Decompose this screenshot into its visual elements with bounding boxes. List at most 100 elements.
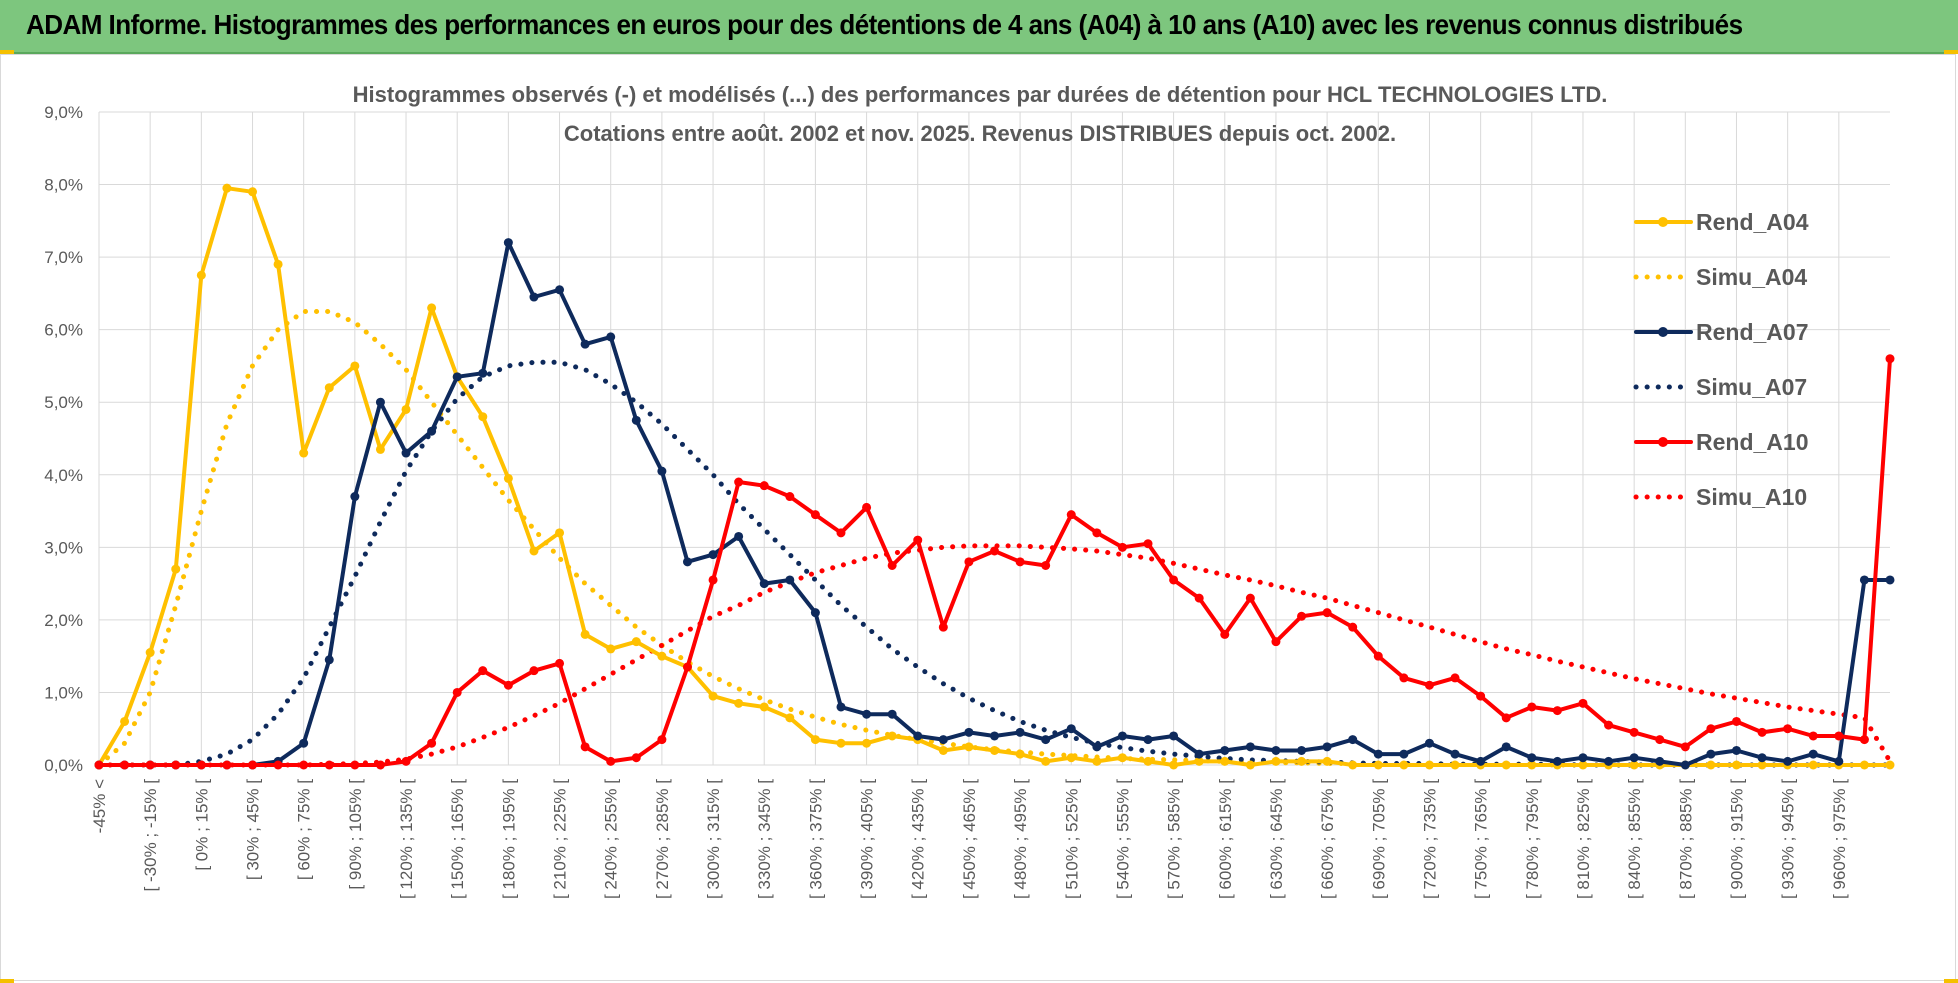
data-point-rend_a10 [401,756,411,766]
data-point-rend_a10 [1552,706,1562,716]
y-tick-label: 2,0% [44,611,83,630]
data-point-rend_a07 [1680,760,1690,770]
data-point-rend_a10 [120,760,130,770]
data-point-rend_a04 [1066,753,1076,763]
x-tick-label: [ 30% ; 45% [ [244,779,263,880]
data-point-rend_a04 [785,713,795,723]
data-point-rend_a10 [1117,542,1127,552]
data-point-rend_a10 [1169,575,1179,585]
x-tick-label: [ 840% ; 855% [ [1625,779,1644,899]
data-point-rend_a10 [529,666,539,676]
data-point-rend_a04 [1015,749,1025,759]
data-point-rend_a04 [555,528,565,538]
x-tick-label: [ 900% ; 915% [ [1727,779,1746,899]
x-tick-label: [ 300% ; 315% [ [704,779,723,899]
data-point-rend_a07 [1834,756,1844,766]
data-point-rend_a10 [1680,742,1690,752]
x-tick-label: [ 600% ; 615% [ [1216,779,1235,899]
data-point-rend_a07 [478,368,488,378]
data-point-rend_a07 [529,292,539,302]
data-point-rend_a07 [1092,742,1102,752]
data-point-rend_a07 [1348,735,1358,745]
x-tick-label: [ 0% ; 15% [ [192,779,211,871]
data-point-rend_a07 [503,238,513,248]
data-point-rend_a04 [1706,760,1716,770]
data-point-rend_a10 [375,760,385,770]
data-point-rend_a04 [1169,760,1179,770]
data-point-rend_a07 [324,655,334,665]
data-point-rend_a07 [1424,738,1434,748]
data-point-rend_a07 [1169,731,1179,741]
data-point-rend_a04 [222,183,232,193]
data-point-rend_a07 [580,339,590,349]
data-point-rend_a10 [1859,735,1869,745]
data-point-rend_a04 [1297,756,1307,766]
data-point-rend_a04 [657,651,667,661]
data-point-rend_a04 [580,629,590,639]
data-point-rend_a10 [785,492,795,502]
legend-marker [1658,217,1668,227]
y-tick-label: 0,0% [44,756,83,775]
x-tick-label: [ 120% ; 135% [ [397,779,416,899]
data-point-rend_a10 [1834,731,1844,741]
chart-subtitle: Cotations entre août. 2002 et nov. 2025.… [564,121,1396,146]
data-point-rend_a04 [759,702,769,712]
data-point-rend_a07 [555,285,565,295]
data-point-rend_a04 [1041,756,1051,766]
data-point-rend_a10 [299,760,309,770]
x-tick-label: [ 960% ; 975% [ [1830,779,1849,899]
data-point-rend_a07 [708,550,718,560]
data-point-rend_a10 [1450,673,1460,683]
data-point-rend_a07 [375,397,385,407]
frame-corner-right [1944,50,1958,54]
data-point-rend_a10 [1706,724,1716,734]
data-point-rend_a04 [1578,760,1588,770]
x-tick-label: [ 210% ; 225% [ [551,779,570,899]
data-point-rend_a04 [273,259,283,269]
chart-legend: Rend_A04 Simu_A04 Rend_A07 Simu_A07 Rend_A10… [1633,209,1809,510]
data-point-rend_a10 [913,535,923,545]
data-point-rend_a04 [862,738,872,748]
data-point-rend_a07 [1245,742,1255,752]
data-point-rend_a10 [836,528,846,538]
data-point-rend_a04 [1424,760,1434,770]
data-point-rend_a04 [529,546,539,556]
data-point-rend_a04 [1245,760,1255,770]
report-title: ADAM Informe. Histogrammes des performan… [26,9,1743,40]
data-point-rend_a04 [375,444,385,454]
data-point-rend_a10 [94,760,104,770]
series-line-simu_a07 [96,359,1893,768]
data-point-rend_a07 [1450,749,1460,759]
data-point-rend_a04 [1322,756,1332,766]
data-point-rend_a04 [1399,760,1409,770]
data-point-rend_a10 [478,666,488,676]
data-point-rend_a10 [1322,608,1332,618]
legend-label-simu_a04: Simu_A04 [1696,264,1807,290]
series-line-simu_a04 [96,309,1893,768]
data-point-rend_a07 [1783,756,1793,766]
y-tick-label: 7,0% [44,248,83,267]
data-point-rend_a07 [1757,753,1767,763]
legend-marker [1658,327,1668,337]
series-line-rend_a04 [97,186,1892,767]
data-point-rend_a10 [1297,611,1307,621]
data-point-rend_a10 [810,510,820,520]
data-point-rend_a07 [1859,575,1869,585]
data-point-rend_a10 [964,557,974,567]
data-point-rend_a07 [1476,756,1486,766]
x-tick-label: -45% < [90,779,109,833]
x-tick-label: [ 390% ; 405% [ [858,779,877,899]
x-tick-label: [ 60% ; 75% [ [295,779,314,880]
data-point-rend_a04 [964,742,974,752]
data-point-rend_a10 [862,502,872,512]
data-point-rend_a07 [299,738,309,748]
data-point-rend_a07 [862,709,872,719]
data-point-rend_a10 [1604,720,1614,730]
y-tick-label: 8,0% [44,176,83,195]
data-point-rend_a10 [222,760,232,770]
data-point-rend_a07 [401,448,411,458]
data-point-rend_a07 [606,332,616,342]
data-point-rend_a04 [1885,760,1895,770]
data-point-rend_a07 [1399,749,1409,759]
data-point-rend_a04 [401,404,411,414]
